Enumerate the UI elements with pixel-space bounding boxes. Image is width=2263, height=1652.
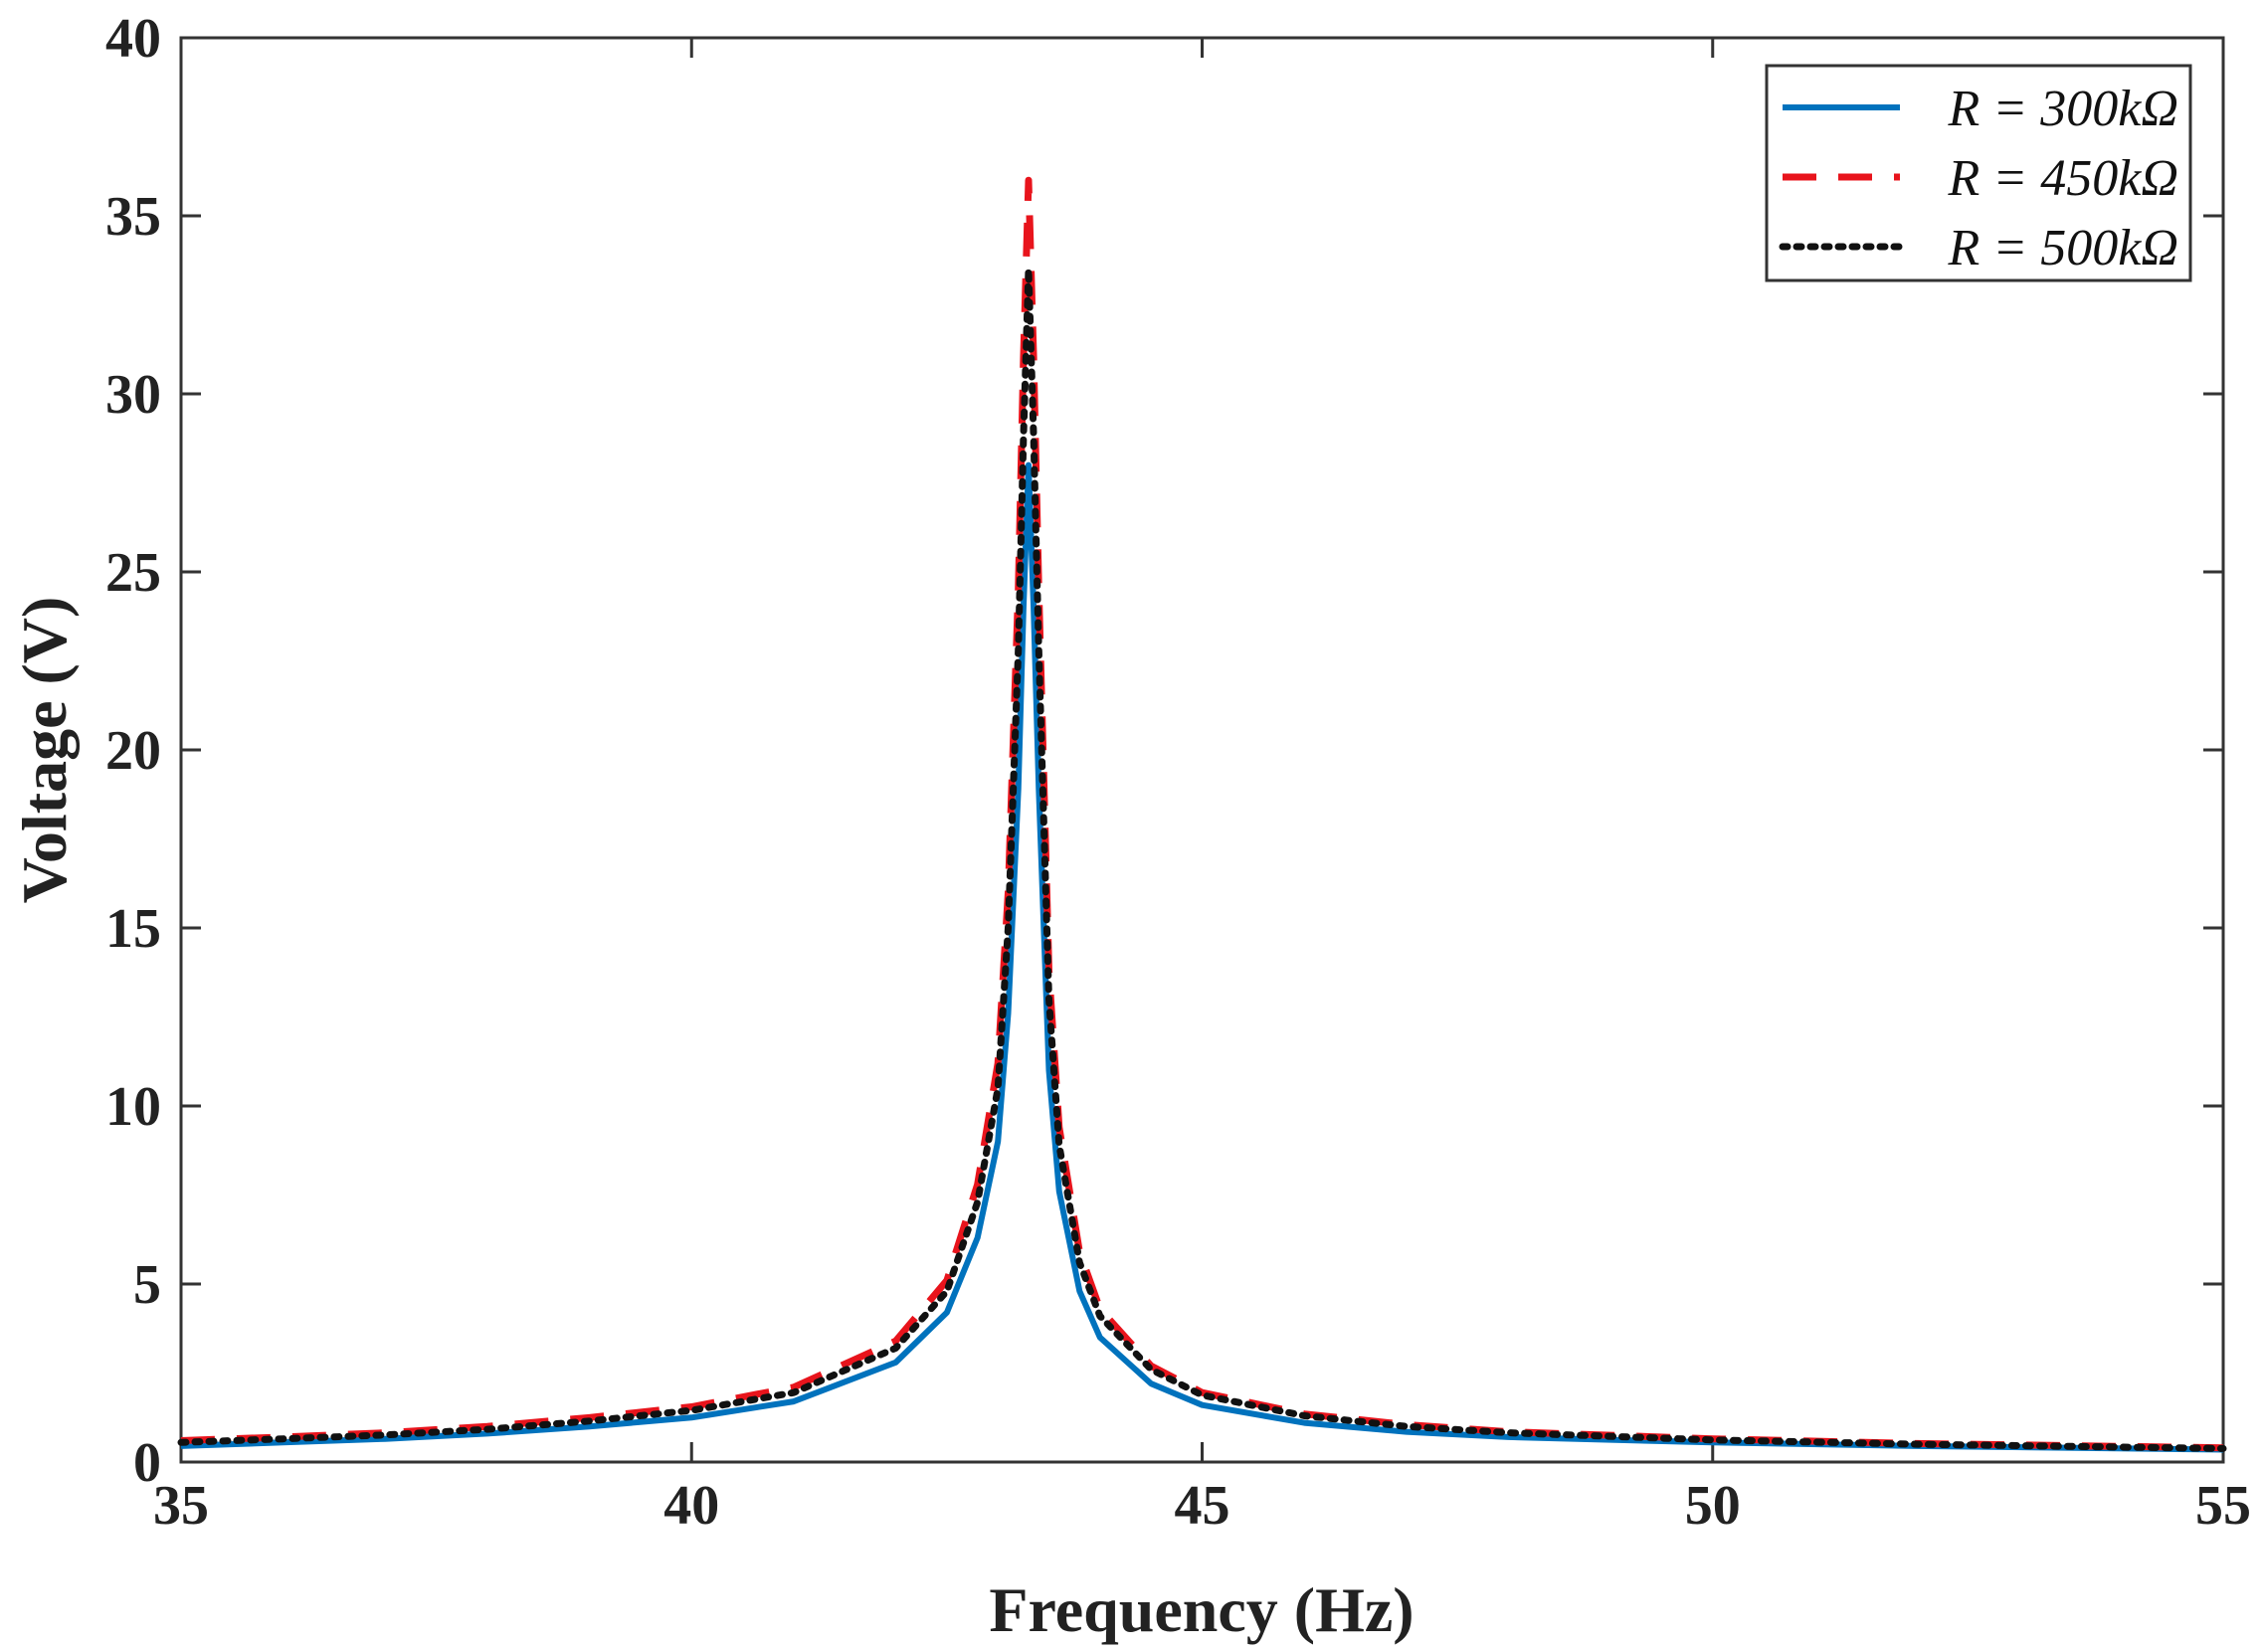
y-tick-label: 0 — [133, 1432, 161, 1494]
y-tick-label: 40 — [105, 8, 161, 70]
legend: R = 300kΩ R = 450kΩ R = 500kΩ — [1765, 64, 2192, 282]
y-axis-label: Voltage (V) — [9, 597, 80, 904]
y-tick-label: 35 — [105, 186, 161, 248]
y-tick-label: 25 — [105, 542, 161, 604]
legend-label-2: R = 450kΩ — [1947, 150, 2178, 207]
x-tick-label: 45 — [1175, 1475, 1230, 1537]
series-line-2 — [180, 176, 2224, 1452]
x-axis-ticks: 35 40 45 50 55 — [153, 38, 2251, 1537]
y-tick-label: 30 — [105, 364, 161, 426]
legend-label-1: R = 300kΩ — [1947, 81, 2178, 137]
series-lines — [177, 176, 2227, 1453]
y-tick-label: 20 — [105, 720, 161, 782]
y-tick-label: 5 — [133, 1254, 161, 1316]
legend-label-3: R = 500kΩ — [1947, 220, 2178, 276]
y-axis-ticks: 0 5 10 15 20 25 30 35 40 — [105, 8, 2223, 1494]
x-tick-label: 40 — [663, 1475, 719, 1537]
x-tick-label: 55 — [2195, 1475, 2251, 1537]
x-axis-label: Frequency (Hz) — [989, 1574, 1414, 1645]
series-line-3 — [177, 266, 2227, 1452]
series-line-1 — [180, 461, 2224, 1453]
x-tick-label: 50 — [1685, 1475, 1741, 1537]
y-tick-label: 10 — [105, 1076, 161, 1138]
y-tick-label: 15 — [105, 898, 161, 960]
x-tick-label: 35 — [153, 1475, 209, 1537]
